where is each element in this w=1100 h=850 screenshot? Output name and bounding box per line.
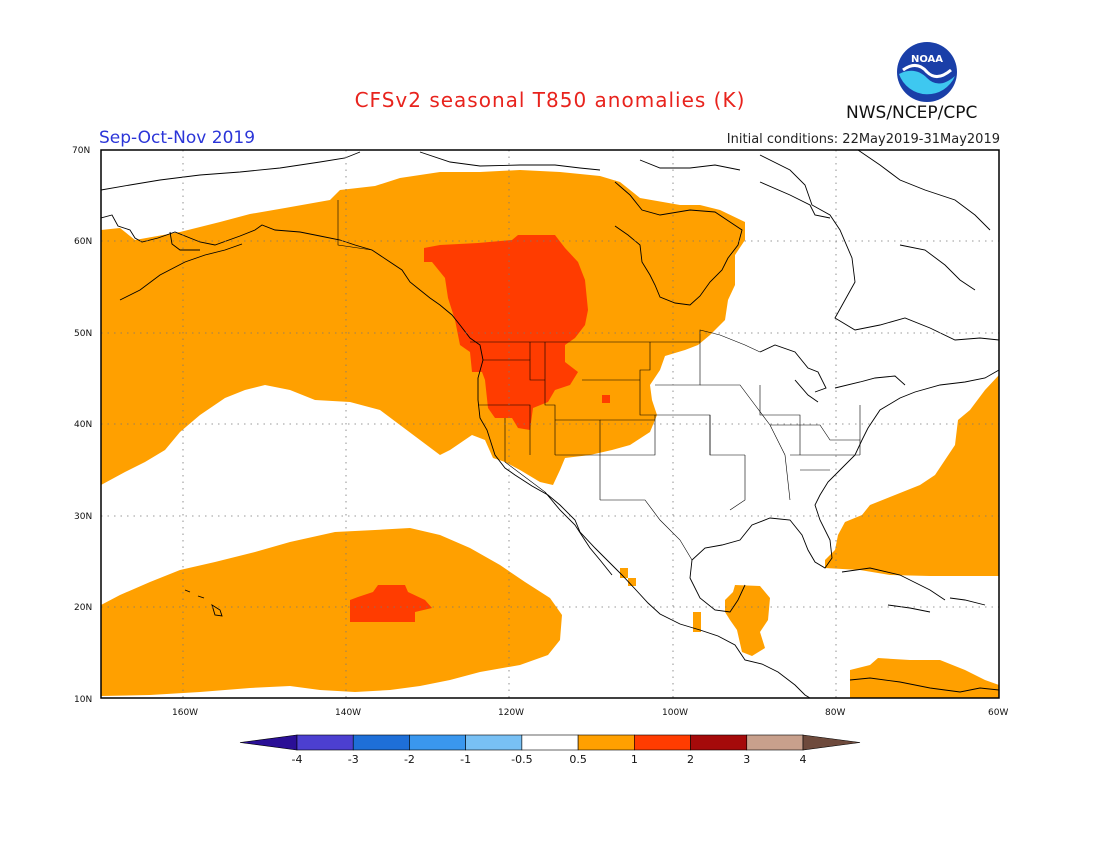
lon-label: 80W: [825, 708, 845, 718]
colorbar-label: 2: [687, 753, 694, 766]
anomaly-patch-small-2: [620, 568, 628, 578]
graticule: [101, 150, 999, 698]
anomaly-patch-small-3: [628, 578, 636, 586]
map-frame: [100, 149, 1000, 699]
anomaly-region-1-2-subtropics: [350, 585, 432, 622]
colorbar-box: [465, 734, 523, 751]
lat-label: 20N: [74, 603, 92, 613]
lon-label: 140W: [335, 708, 361, 718]
colorbar-box: [296, 734, 354, 751]
colorbar-label: 3: [743, 753, 750, 766]
colorbar-box: [352, 734, 410, 751]
initial-conditions: Initial conditions: 22May2019-31May2019: [726, 132, 1000, 147]
lon-label: 100W: [662, 708, 688, 718]
chart-title: CFSv2 seasonal T850 anomalies (K): [354, 88, 746, 112]
colorbar-box: [746, 734, 804, 751]
lat-label: 10N: [74, 695, 92, 705]
colorbar-label: 4: [800, 753, 807, 766]
lat-label: 70N: [72, 146, 90, 156]
colorbar-box: [409, 734, 466, 751]
lon-label: 60W: [988, 708, 1008, 718]
anomaly-patch-red-small: [602, 395, 610, 403]
anomaly-region-0.5-1-north: [101, 170, 745, 485]
lat-label: 60N: [74, 237, 92, 247]
anomaly-region-1-2-west-canada: [424, 235, 588, 430]
lon-labels: 160W 140W 120W 100W 80W 60W: [172, 708, 1008, 718]
colorbar-arrow-high: [802, 734, 861, 751]
colorbar-label: -2: [404, 753, 415, 766]
colorbar-box: [577, 734, 635, 751]
noaa-logo-icon: NOAA: [897, 42, 957, 102]
anomaly-patch-small-1: [693, 612, 701, 632]
colorbar: -4 -3 -2 -1 -0.5 0.5 1 2 3 4: [239, 734, 861, 766]
colorbar-label: -3: [348, 753, 359, 766]
colorbar-label: -4: [292, 753, 303, 766]
anomaly-region-0.5-1-caribbean: [850, 658, 999, 698]
colorbar-label: -0.5: [511, 753, 532, 766]
colorbar-label: 1: [631, 753, 638, 766]
anomaly-region-0.5-1-central-america: [725, 585, 770, 656]
political-borders: [337, 200, 861, 561]
lon-label: 120W: [498, 708, 524, 718]
lat-labels: 70N 60N 50N 40N 30N 20N 10N: [72, 146, 92, 705]
anomaly-fields: [101, 170, 999, 698]
anomaly-region-0.5-1-atlantic: [825, 375, 999, 576]
colorbar-box: [634, 734, 691, 751]
agency-label: NWS/NCEP/CPC: [846, 103, 978, 123]
svg-text:NOAA: NOAA: [911, 54, 943, 65]
colorbar-arrow-low: [239, 734, 298, 751]
colorbar-box: [690, 734, 748, 751]
lat-label: 50N: [74, 329, 92, 339]
colorbar-box: [521, 734, 579, 751]
lat-label: 30N: [74, 512, 92, 522]
colorbar-label: -1: [460, 753, 471, 766]
colorbar-label: 0.5: [569, 753, 587, 766]
season-label: Sep-Oct-Nov 2019: [99, 128, 256, 148]
coastlines: [101, 150, 999, 698]
anomaly-region-0.5-1-subtropics: [101, 528, 562, 696]
lon-label: 160W: [172, 708, 198, 718]
lat-label: 40N: [74, 420, 92, 430]
